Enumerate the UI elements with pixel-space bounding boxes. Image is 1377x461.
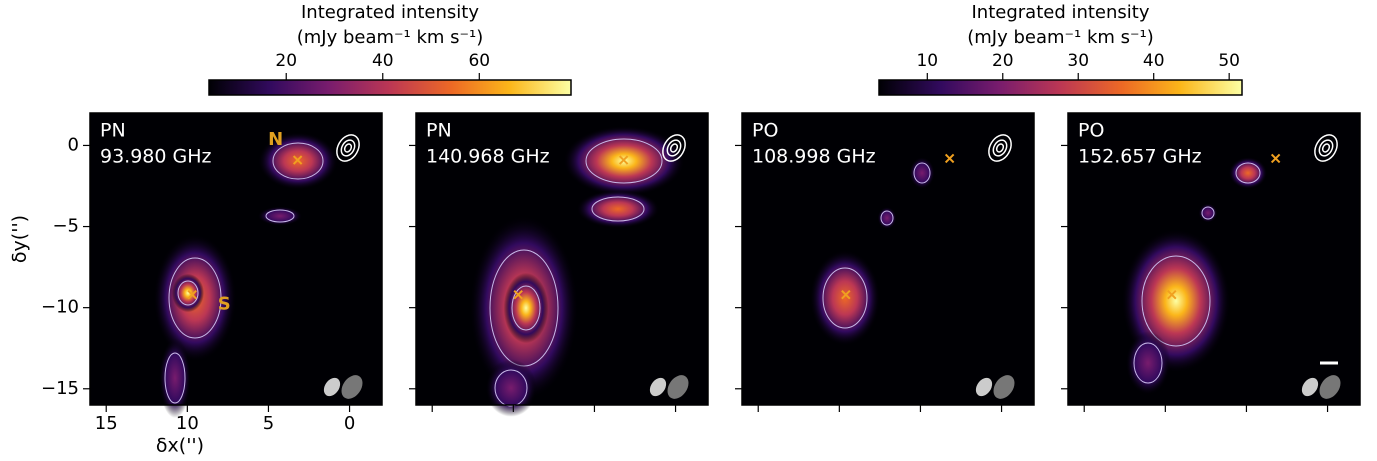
panel-label: PO — [1078, 120, 1104, 142]
contour — [265, 209, 295, 223]
panel-label: 152.657 GHz — [1078, 146, 1202, 168]
colorbar-label: Integrated intensity — [301, 2, 479, 23]
emission — [1198, 203, 1218, 223]
colorbar — [208, 79, 572, 96]
beam-contour — [992, 139, 1008, 157]
beam-contour — [336, 134, 360, 162]
emission — [159, 338, 191, 418]
colorbar-tick-label: 40 — [1143, 51, 1165, 71]
beam-contour — [340, 139, 356, 157]
y-axis-label: δy('') — [9, 215, 31, 263]
colorbar-tick-label: 60 — [468, 51, 490, 71]
beam — [341, 375, 363, 399]
beam-contour — [662, 134, 686, 162]
beam-contour — [988, 134, 1012, 162]
contour — [591, 196, 645, 222]
contour — [1133, 342, 1163, 384]
contour — [822, 267, 868, 329]
frame — [415, 112, 709, 406]
frame — [741, 112, 1035, 406]
source-marker — [841, 289, 851, 300]
beam-contour — [343, 143, 353, 153]
source-label: S — [218, 294, 231, 315]
beam — [975, 377, 993, 397]
colorbar-label: (mJy beam⁻¹ km s⁻¹) — [297, 27, 484, 48]
colorbar-tick-label: 40 — [372, 51, 394, 71]
emission — [909, 157, 935, 189]
beam — [323, 377, 341, 397]
emission — [1228, 157, 1268, 189]
frame — [89, 112, 383, 406]
emission-map — [809, 157, 935, 346]
source-marker — [187, 289, 197, 300]
y-tick-label: 0 — [68, 134, 79, 155]
x-tick-label: 0 — [344, 413, 355, 434]
emission — [485, 359, 537, 417]
beam-contour — [1318, 139, 1334, 157]
contour — [272, 142, 324, 180]
colorbar-tick-label: 50 — [1218, 51, 1240, 71]
beam — [1319, 375, 1341, 399]
contour — [585, 138, 663, 184]
emission — [576, 189, 660, 229]
emission — [1125, 331, 1171, 395]
contour — [880, 210, 894, 226]
image-background — [742, 113, 1034, 405]
contour — [1141, 255, 1211, 347]
beam — [667, 375, 689, 399]
emission — [257, 206, 303, 226]
colorbar-label: Integrated intensity — [971, 2, 1149, 23]
x-tick-label: 10 — [176, 413, 199, 434]
panel-label: PO — [752, 120, 778, 142]
emission — [809, 250, 881, 346]
source-marker — [944, 153, 955, 164]
beam-contour — [1314, 134, 1338, 162]
beam-contour — [669, 143, 679, 153]
emission — [877, 206, 897, 230]
contour — [168, 257, 222, 339]
panel-label: PN — [426, 120, 452, 142]
contour — [164, 352, 186, 404]
beam — [649, 377, 667, 397]
contour — [913, 162, 931, 184]
emission-map — [469, 125, 685, 417]
emission — [172, 273, 204, 313]
contour — [1201, 206, 1215, 220]
colorbar-tick-label: 20 — [275, 51, 297, 71]
emission — [503, 272, 549, 344]
colorbar — [878, 79, 1243, 96]
panel-label: 108.998 GHz — [752, 146, 876, 168]
beam-contour — [666, 139, 682, 157]
panel-label: PN — [100, 120, 126, 142]
x-axis-label: δx('') — [156, 435, 204, 457]
contour — [177, 280, 199, 306]
emission-map — [1121, 157, 1268, 395]
source-marker — [292, 155, 303, 165]
x-tick-label: 15 — [95, 413, 118, 434]
y-tick-label: −15 — [41, 378, 79, 399]
beam — [1301, 377, 1319, 397]
source-marker — [513, 289, 523, 300]
frame — [1067, 112, 1361, 406]
beam-contour — [995, 143, 1005, 153]
colorbar-tick-label: 20 — [992, 51, 1014, 71]
contour — [494, 369, 528, 407]
source-label: N — [268, 129, 283, 150]
source-marker — [618, 155, 629, 165]
y-tick-label: −5 — [52, 216, 79, 237]
y-tick-label: −10 — [41, 297, 79, 318]
x-tick-label: 5 — [263, 413, 274, 434]
panel-label: 93.980 GHz — [100, 146, 212, 168]
colorbar-tick-label: 10 — [916, 51, 938, 71]
panel-label: 140.968 GHz — [426, 146, 550, 168]
source-marker — [1167, 289, 1177, 300]
beam-contour — [1321, 143, 1331, 153]
beam — [993, 375, 1015, 399]
contour — [1235, 162, 1261, 184]
colorbar-label: (mJy beam⁻¹ km s⁻¹) — [967, 27, 1154, 48]
source-marker — [1270, 153, 1281, 164]
contour — [511, 285, 541, 331]
colorbar-tick-label: 30 — [1067, 51, 1089, 71]
